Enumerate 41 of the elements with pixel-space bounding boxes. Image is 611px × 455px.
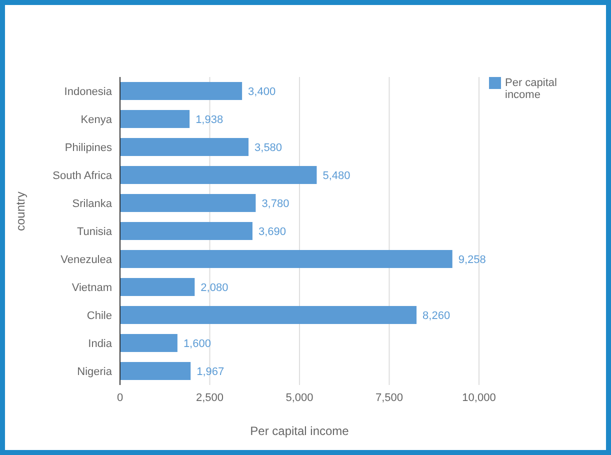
y-tick-label: Venezulea xyxy=(60,254,113,266)
y-tick-label: Srilanka xyxy=(72,198,113,210)
y-tick-label: India xyxy=(88,338,113,350)
bar xyxy=(120,194,256,212)
data-label: 8,260 xyxy=(422,310,450,322)
bar xyxy=(120,306,417,324)
bar xyxy=(120,278,195,296)
x-tick-label: 7,500 xyxy=(375,392,404,404)
y-tick-label: Kenya xyxy=(80,114,113,126)
y-tick-label: South Africa xyxy=(52,170,113,182)
data-label: 1,600 xyxy=(183,338,211,350)
bar xyxy=(120,110,190,128)
x-axis-title: Per capital income xyxy=(250,424,350,438)
bar xyxy=(120,362,191,380)
data-label: 3,780 xyxy=(262,198,290,210)
legend-label: Per capital income xyxy=(505,77,558,101)
x-tick-label: 5,000 xyxy=(286,392,314,404)
bar xyxy=(120,250,452,268)
bar xyxy=(120,82,242,100)
data-label: 3,400 xyxy=(248,86,276,98)
x-tick-label: 10,000 xyxy=(462,392,496,404)
data-label: 9,258 xyxy=(458,254,486,266)
data-label: 2,080 xyxy=(200,282,228,294)
x-tick-label: 2,500 xyxy=(196,392,224,404)
bar xyxy=(120,166,317,184)
bar xyxy=(120,138,249,156)
y-axis-title: country xyxy=(13,192,28,231)
data-label: 5,480 xyxy=(322,170,350,182)
y-tick-label: Philipines xyxy=(64,142,112,154)
y-tick-label: Nigeria xyxy=(77,366,113,378)
data-label: 3,580 xyxy=(254,142,282,154)
y-tick-label: Chile xyxy=(86,310,112,322)
y-tick-label: Indonesia xyxy=(64,86,113,98)
data-label: 3,690 xyxy=(258,226,286,238)
data-label: 1,967 xyxy=(196,366,224,378)
x-tick-label: 0 xyxy=(116,392,124,404)
bar xyxy=(120,222,252,240)
y-tick-label: Vietnam xyxy=(72,282,112,294)
bar xyxy=(120,334,178,352)
y-tick-label: Tunisia xyxy=(76,226,113,238)
data-label: 1,938 xyxy=(196,114,224,126)
